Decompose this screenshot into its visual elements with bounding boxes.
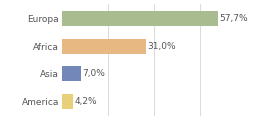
Bar	[62, 66, 81, 81]
Text: 57,7%: 57,7%	[220, 14, 248, 23]
Text: 31,0%: 31,0%	[147, 42, 176, 51]
Bar	[62, 11, 218, 26]
Bar	[62, 39, 146, 54]
Text: 7,0%: 7,0%	[82, 69, 105, 78]
Bar	[62, 94, 73, 109]
Text: 4,2%: 4,2%	[74, 97, 97, 106]
